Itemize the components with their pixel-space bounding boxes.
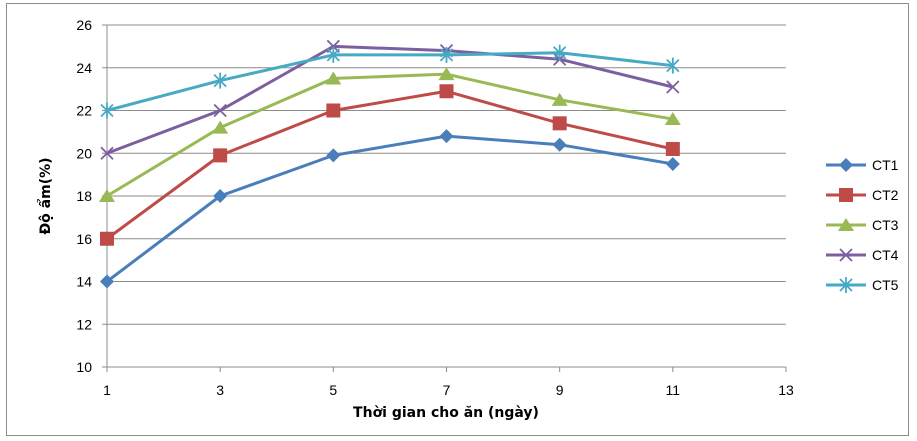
x-tick-labels: 1 3 5 7 9 11 13 — [103, 382, 794, 398]
data-point-ct2 — [665, 141, 680, 156]
legend-marker-ct3 — [838, 218, 854, 231]
series-line-ct4 — [106, 44, 674, 155]
data-point-ct5 — [213, 72, 227, 89]
y-axis-title: Độ ẩm(%) — [37, 157, 54, 234]
data-point-ct1 — [213, 189, 228, 203]
data-point-ct1 — [665, 156, 680, 171]
data-point-ct5 — [553, 44, 567, 61]
y-tick-label: 22 — [76, 103, 92, 119]
data-point-ct4 — [213, 103, 227, 118]
series-line-ct2 — [106, 89, 674, 240]
data-point-ct5 — [666, 57, 680, 74]
legend-label-ct1: CT1 — [872, 157, 899, 173]
data-point-ct5 — [439, 46, 454, 63]
legend-marker-ct2 — [839, 188, 853, 202]
y-tick-label: 12 — [76, 316, 92, 332]
y-tick-label: 10 — [76, 359, 92, 375]
legend: CT1 CT2 CT3 CT4 CT5 — [826, 157, 899, 293]
y-tick-label: 14 — [76, 274, 92, 290]
data-point-ct3 — [664, 112, 681, 126]
data-point-ct1 — [439, 129, 454, 144]
x-tick-label: 11 — [666, 382, 681, 398]
data-point-ct3 — [99, 189, 115, 202]
y-tick-label: 18 — [76, 188, 92, 204]
x-tick-label: 3 — [216, 382, 224, 398]
legend-marker-ct4 — [839, 248, 853, 262]
data-point-ct3 — [325, 71, 342, 85]
data-point-ct1 — [326, 148, 341, 163]
x-axis-title: Thời gian cho ăn (ngày) — [353, 405, 539, 421]
data-point-ct2 — [213, 148, 228, 163]
data-point-ct4 — [666, 80, 680, 94]
data-point-ct3 — [212, 120, 229, 134]
data-point-ct1 — [100, 274, 114, 289]
series-line-ct3 — [106, 72, 674, 198]
data-point-ct3 — [551, 92, 568, 106]
data-point-ct2 — [552, 116, 567, 131]
series-line-ct1 — [106, 134, 674, 283]
legend-label-ct4: CT4 — [872, 247, 899, 263]
legend-marker-ct5 — [839, 277, 853, 293]
x-tick-label: 1 — [103, 382, 111, 398]
x-tick-label: 5 — [329, 382, 337, 398]
y-tick-label: 26 — [76, 17, 92, 33]
y-tick-label: 20 — [76, 145, 92, 161]
series-lines — [99, 39, 681, 289]
x-tick-label: 13 — [778, 382, 794, 398]
series-line-ct5 — [106, 51, 674, 112]
data-point-ct1 — [552, 137, 567, 152]
data-point-ct2 — [439, 84, 454, 99]
data-point-ct4 — [100, 146, 114, 160]
x-tick-label: 9 — [556, 382, 564, 398]
data-point-ct2 — [326, 103, 341, 118]
x-tick-label: 7 — [443, 382, 451, 398]
legend-label-ct5: CT5 — [872, 277, 899, 293]
legend-label-ct3: CT3 — [872, 217, 899, 233]
data-point-ct5 — [100, 102, 114, 119]
data-point-ct5 — [326, 46, 340, 63]
y-tick-labels: 10 12 14 16 18 20 22 24 26 — [76, 17, 92, 375]
legend-label-ct2: CT2 — [872, 187, 899, 203]
y-tick-label: 24 — [76, 60, 92, 76]
y-tick-label: 16 — [76, 231, 92, 247]
data-point-ct3 — [438, 67, 455, 81]
data-point-ct2 — [100, 231, 114, 246]
legend-marker-ct1 — [839, 158, 853, 172]
